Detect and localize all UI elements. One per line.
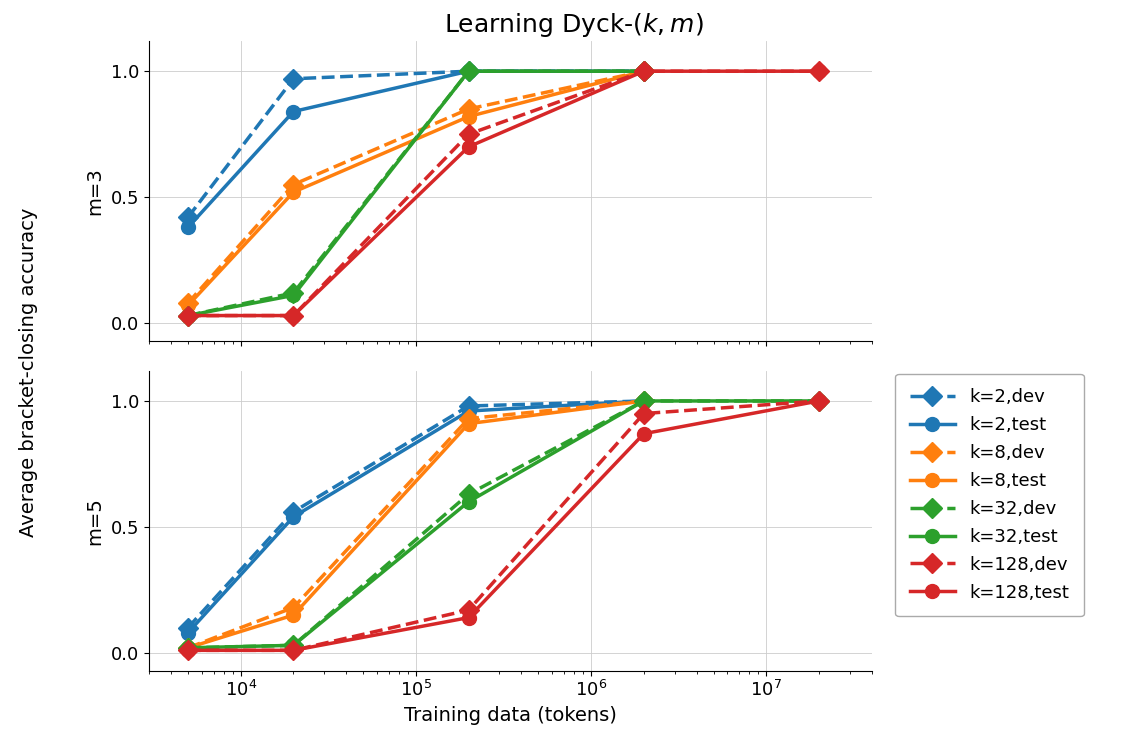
X-axis label: Training data (tokens): Training data (tokens) (404, 706, 617, 725)
Y-axis label: m=5: m=5 (85, 497, 104, 545)
Text: Learning Dyck-$(k,m)$: Learning Dyck-$(k,m)$ (444, 11, 703, 39)
Y-axis label: m=3: m=3 (85, 167, 104, 215)
Legend: k=2,dev, k=2,test, k=8,dev, k=8,test, k=32,dev, k=32,test, k=128,dev, k=128,test: k=2,dev, k=2,test, k=8,dev, k=8,test, k=… (895, 374, 1084, 616)
Text: Average bracket-closing accuracy: Average bracket-closing accuracy (19, 208, 38, 537)
